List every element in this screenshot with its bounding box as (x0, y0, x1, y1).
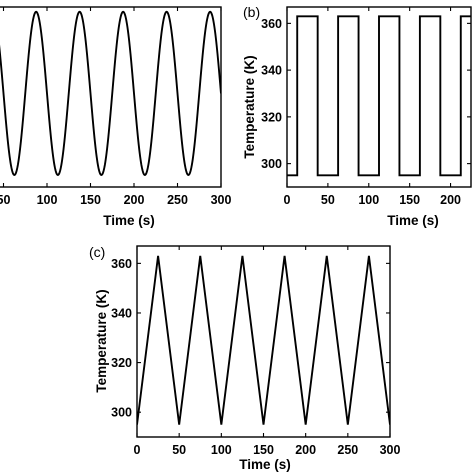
y-axis-title: Temperature (K) (94, 289, 109, 392)
x-tick-label: 150 (253, 443, 274, 457)
x-tick-label: 150 (399, 193, 420, 207)
y-tick-label: 340 (111, 306, 132, 320)
x-tick-label: 50 (321, 193, 335, 207)
y-tick-label: 320 (261, 110, 282, 124)
plot-frame (136, 245, 391, 438)
x-tick-label: 100 (358, 193, 379, 207)
x-tick-label: 300 (211, 193, 232, 207)
panel-label: (c) (89, 244, 105, 260)
x-tick-label: 50 (172, 443, 186, 457)
x-tick-label: 0 (284, 193, 291, 207)
series-line (287, 15, 471, 177)
series-line (0, 10, 221, 177)
x-tick-label: 50 (0, 193, 10, 207)
panel-b-chart: (b) 0 50 100 150 200 300 320 340 360 Time (s) Tempe… (242, 4, 472, 228)
x-tick-label: 300 (380, 443, 401, 457)
y-tick-label: 320 (111, 356, 132, 370)
x-axis-title: Time (s) (387, 213, 439, 228)
y-tick-label: 360 (261, 17, 282, 31)
x-axis-title: Time (s) (103, 213, 155, 228)
y-tick-label: 360 (111, 257, 132, 271)
panel-c-chart: (c) 0 50 100 150 200 250 300 300 320 340 360 Time (s… (89, 244, 400, 472)
x-tick-label: 100 (37, 193, 58, 207)
plot-frame (0, 6, 222, 188)
x-tick-label: 0 (134, 443, 141, 457)
x-tick-label: 150 (80, 193, 101, 207)
y-tick-label: 300 (111, 406, 132, 420)
x-tick-label: 250 (337, 443, 358, 457)
series-line (137, 255, 390, 425)
x-axis-title: Time (s) (239, 457, 291, 472)
y-axis-title: Temperature (K) (242, 55, 257, 158)
x-tick-label: 200 (124, 193, 145, 207)
y-tick-label: 300 (261, 157, 282, 171)
x-tick-label: 100 (211, 443, 232, 457)
x-tick-label: 200 (295, 443, 316, 457)
y-tick-label: 340 (261, 64, 282, 78)
plot-frame (286, 6, 472, 188)
panel-label: (b) (243, 4, 260, 20)
x-tick-label: 200 (440, 193, 461, 207)
x-tick-label: 250 (167, 193, 188, 207)
panel-a-chart: 50 100 150 200 250 300 Time (s) (0, 6, 232, 228)
